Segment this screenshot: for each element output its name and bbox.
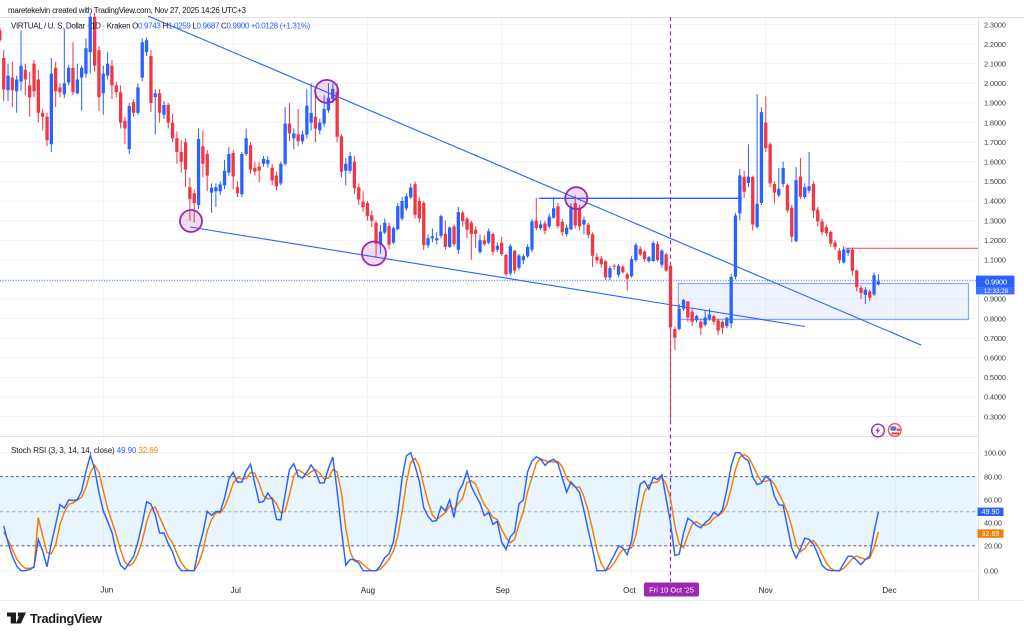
svg-text:Fri 10 Oct '25: Fri 10 Oct '25 bbox=[649, 585, 694, 594]
svg-text:1.5000: 1.5000 bbox=[984, 177, 1006, 186]
svg-text:0.3000: 0.3000 bbox=[984, 412, 1006, 421]
svg-text:0.7000: 0.7000 bbox=[984, 334, 1006, 343]
svg-text:60.00: 60.00 bbox=[984, 495, 1002, 504]
svg-text:1.3000: 1.3000 bbox=[984, 216, 1006, 225]
svg-text:maretekelvin created with Trad: maretekelvin created with TradingView.co… bbox=[8, 6, 246, 15]
svg-text:Nov: Nov bbox=[759, 586, 773, 595]
svg-text:0.4000: 0.4000 bbox=[984, 393, 1006, 402]
svg-text:Sep: Sep bbox=[495, 586, 510, 595]
svg-text:Jul: Jul bbox=[231, 586, 241, 595]
svg-text:100.00: 100.00 bbox=[984, 448, 1006, 457]
svg-text:12:33:28: 12:33:28 bbox=[984, 288, 1009, 295]
svg-text:2.1000: 2.1000 bbox=[984, 60, 1006, 69]
svg-text:40.00: 40.00 bbox=[984, 518, 1002, 527]
svg-text:32.69: 32.69 bbox=[982, 529, 1000, 538]
svg-text:1.4000: 1.4000 bbox=[984, 197, 1006, 206]
svg-text:Jun: Jun bbox=[100, 586, 113, 595]
svg-text:0.8000: 0.8000 bbox=[984, 314, 1006, 323]
svg-text:Oct: Oct bbox=[623, 586, 636, 595]
svg-text:1.9000: 1.9000 bbox=[984, 99, 1006, 108]
svg-text:0.9900: 0.9900 bbox=[985, 278, 1007, 287]
svg-text:2.3000: 2.3000 bbox=[984, 20, 1006, 29]
svg-text:0.00: 0.00 bbox=[984, 566, 998, 575]
svg-text:TradingView: TradingView bbox=[30, 611, 102, 626]
svg-text:0.6000: 0.6000 bbox=[984, 354, 1006, 363]
svg-text:1.8000: 1.8000 bbox=[984, 118, 1006, 127]
svg-text:80.00: 80.00 bbox=[984, 472, 1002, 481]
svg-text:1.1000: 1.1000 bbox=[984, 256, 1006, 265]
svg-text:0.5000: 0.5000 bbox=[984, 373, 1006, 382]
svg-text:1.6000: 1.6000 bbox=[984, 158, 1006, 167]
svg-text:Stoch RSI (3, 3, 14, 14, close: Stoch RSI (3, 3, 14, 14, close) 49.90 32… bbox=[11, 446, 159, 455]
svg-text:Dec: Dec bbox=[882, 586, 896, 595]
svg-text:1.7000: 1.7000 bbox=[984, 138, 1006, 147]
svg-text:1.2000: 1.2000 bbox=[984, 236, 1006, 245]
svg-text:2.2000: 2.2000 bbox=[984, 40, 1006, 49]
svg-text:0.9000: 0.9000 bbox=[984, 295, 1006, 304]
svg-text:2.0000: 2.0000 bbox=[984, 79, 1006, 88]
svg-text:20.00: 20.00 bbox=[984, 541, 1002, 550]
svg-text:Aug: Aug bbox=[361, 586, 375, 595]
svg-text:49.90: 49.90 bbox=[982, 507, 1000, 516]
svg-text:VIRTUAL / U. S. Dollar · 1D ·: VIRTUAL / U. S. Dollar · 1D · Kraken O0.… bbox=[11, 21, 310, 30]
